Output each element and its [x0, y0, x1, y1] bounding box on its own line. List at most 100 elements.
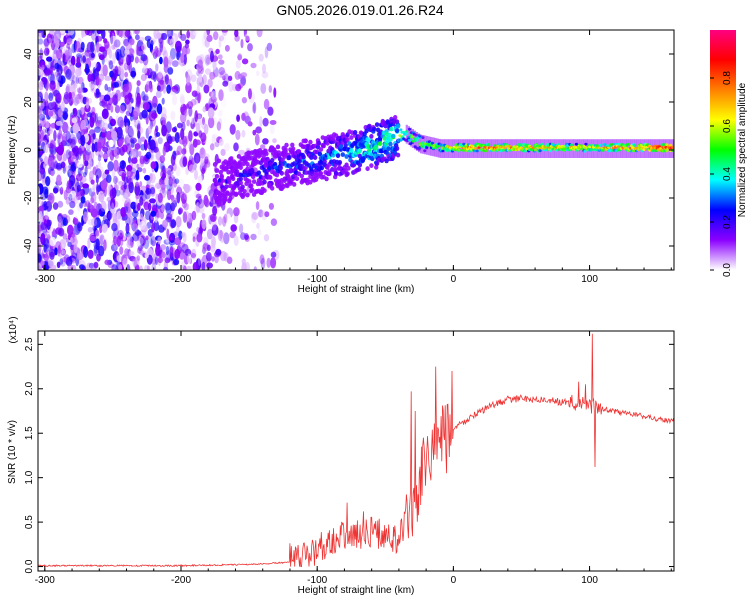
spectrogram-noise-blob — [137, 202, 141, 211]
spectrogram-y-label: Frequency (Hz) — [7, 116, 18, 185]
spectrogram-noise-blob — [95, 76, 100, 86]
x-tick-label: -200 — [171, 575, 191, 586]
spectrogram-noise-blob — [94, 126, 101, 133]
spectrogram-noise-blob — [174, 237, 182, 246]
spectrogram-noise-blob — [155, 132, 161, 137]
spectrogram-noise-blob — [40, 223, 48, 234]
spectrogram-noise-blob — [169, 38, 175, 48]
spectrogram-noise-blob — [86, 112, 93, 118]
spectrogram-noise-blob — [195, 202, 201, 213]
spectrogram-noise-blob — [188, 204, 193, 210]
spectrogram-noise-blob — [108, 49, 113, 59]
spectrogram-noise-blob — [192, 262, 199, 270]
spectrogram-signal-cell — [487, 143, 491, 147]
spectrogram-noise-blob — [173, 125, 177, 133]
spectrogram-noise-blob — [223, 116, 227, 123]
spectrogram-noise-blob — [142, 102, 150, 111]
spectrogram-noise-blob — [184, 43, 189, 49]
spectrogram-noise-blob — [218, 67, 225, 75]
spectrogram-noise-blob — [68, 60, 73, 67]
spectrogram-noise-blob — [85, 63, 90, 76]
spectrogram-signal-cell — [340, 152, 345, 158]
spectrogram-noise-blob — [111, 202, 115, 214]
spectrogram-noise-blob — [65, 68, 72, 80]
spectrogram-noise-blob — [172, 176, 176, 184]
spectrogram-noise-blob — [130, 201, 137, 210]
spectrogram-noise-blob — [42, 79, 47, 86]
spectrogram-signal-cell — [369, 163, 374, 169]
spectrogram-noise-blob — [181, 232, 186, 238]
spectrogram-noise-blob — [215, 48, 220, 55]
spectrogram-noise-blob — [222, 216, 227, 227]
spectrogram-signal-cell — [303, 138, 308, 144]
spectrogram-noise-blob — [38, 80, 44, 91]
spectrogram-noise-blob — [109, 188, 117, 199]
spectrogram-noise-blob — [110, 33, 114, 45]
spectrogram-noise-blob — [170, 110, 176, 121]
spectrogram-noise-blob — [268, 85, 272, 93]
spectrogram-noise-blob — [119, 119, 125, 129]
spectrogram-noise-blob — [187, 221, 191, 228]
spectrogram-signal-cell — [549, 149, 553, 153]
spectrogram-noise-blob — [168, 236, 173, 242]
spectrogram-noise-blob — [107, 210, 112, 221]
x-tick-label: -300 — [35, 274, 55, 285]
spectrogram-noise-blob — [185, 47, 191, 55]
spectrogram-noise-blob — [130, 237, 134, 248]
spectrogram-signal-cell — [337, 160, 343, 165]
spectrogram-noise-blob — [130, 149, 137, 159]
spectrogram-noise-blob — [250, 62, 257, 69]
spectrogram-band-halo — [438, 138, 441, 158]
spectrogram-noise-blob — [115, 189, 121, 197]
spectrogram-noise-blob — [67, 55, 75, 63]
spectrogram-noise-blob — [130, 138, 135, 148]
spectrogram-signal-cell — [374, 122, 380, 127]
spectrogram-noise-blob — [150, 40, 154, 47]
spectrogram-noise-blob — [217, 260, 223, 270]
spectrogram-noise-blob — [108, 139, 114, 148]
spectrogram-noise-blob — [161, 251, 166, 259]
spectrogram-noise-blob — [195, 122, 200, 134]
spectrogram-noise-blob — [45, 209, 49, 221]
spectrogram-noise-blob — [217, 216, 223, 226]
spectrogram-noise-blob — [203, 123, 209, 135]
spectrogram-noise-blob — [209, 213, 217, 223]
spectrogram-noise-blob — [67, 30, 75, 36]
spectrogram-noise-blob — [113, 175, 118, 185]
spectrogram-signal-cell — [387, 132, 392, 138]
spectrogram-noise-blob — [164, 30, 172, 35]
spectrogram-noise-blob — [137, 247, 142, 254]
spectrogram-noise-blob — [191, 90, 198, 97]
spectrogram-noise-blob — [166, 84, 172, 94]
spectrogram-band-halo — [505, 139, 508, 158]
spectrogram-noise-blob — [70, 55, 76, 66]
spectrogram-signal-cell — [405, 132, 409, 136]
spectrogram-noise-blob — [107, 212, 113, 220]
spectrogram-noise-blob — [192, 116, 197, 128]
y-tick-label: 1.0 — [24, 470, 35, 484]
spectrogram-noise-blob — [133, 256, 140, 268]
spectrogram-noise-blob — [128, 217, 135, 228]
spectrogram-noise-blob — [95, 88, 100, 96]
spectrogram-noise-blob — [149, 71, 157, 80]
spectrogram-noise-blob — [206, 244, 211, 252]
x-tick-label: 0 — [451, 575, 457, 586]
spectrogram-noise-blob — [38, 238, 41, 244]
spectrogram-noise-blob — [195, 182, 202, 191]
spectrogram-noise-blob — [163, 260, 169, 270]
spectrogram-noise-blob — [170, 154, 176, 167]
spectrogram-noise-blob — [86, 41, 94, 53]
spectrogram-signal-cell — [251, 179, 257, 185]
spectrogram-noise-blob — [49, 80, 56, 90]
spectrogram-noise-blob — [224, 143, 230, 152]
spectrogram-noise-blob — [174, 132, 180, 144]
spectrogram-noise-blob — [241, 58, 249, 65]
spectrogram-noise-blob — [195, 155, 200, 164]
spectrogram-signal-cell — [632, 143, 637, 147]
spectrogram-noise-blob — [260, 144, 266, 150]
spectrogram-noise-blob — [122, 257, 128, 269]
spectrogram-noise-blob — [119, 246, 124, 255]
spectrogram-noise-blob — [124, 71, 129, 78]
spectrogram-noise-blob — [134, 143, 141, 150]
